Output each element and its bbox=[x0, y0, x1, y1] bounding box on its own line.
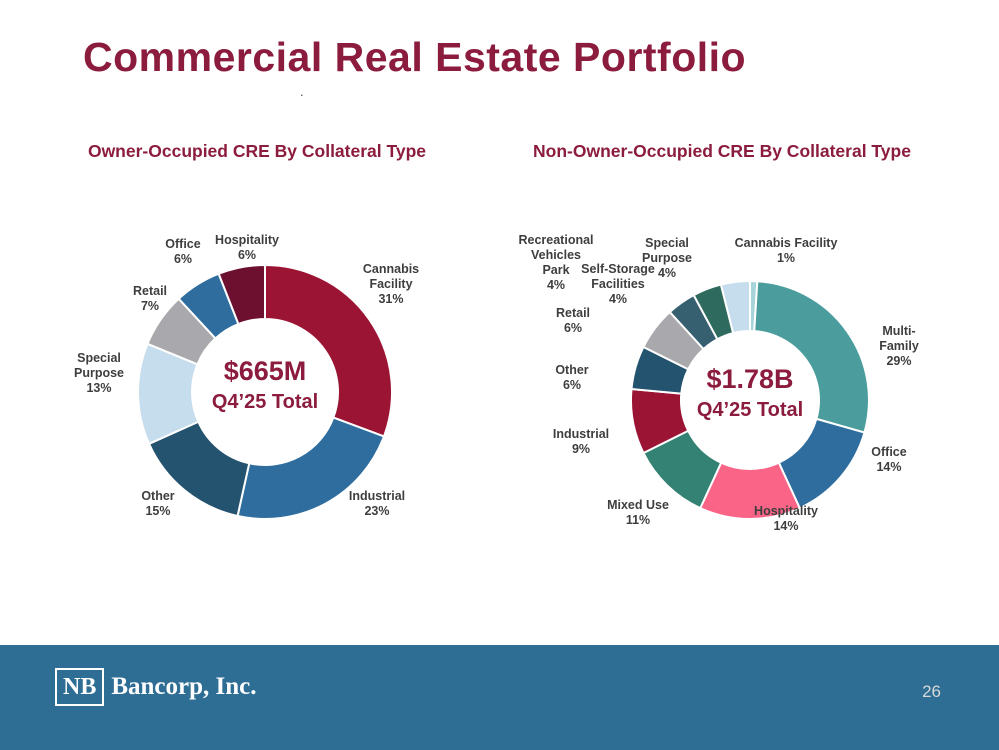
callout-retail: Retail 6% bbox=[555, 306, 591, 335]
owner-occupied-center-text: $665M Q4’25 Total bbox=[170, 356, 360, 414]
callout-industrial: Industrial 9% bbox=[552, 427, 610, 456]
callout-special-purpose: Special Purpose 13% bbox=[73, 351, 125, 395]
owner-occupied-donut-chart bbox=[137, 264, 393, 520]
donut-segment-cannabis-facility bbox=[264, 264, 393, 438]
callout-hospitality: Hospitality 6% bbox=[215, 233, 279, 262]
owner-occupied-total-value: $665M bbox=[223, 356, 307, 386]
callout-self-storage-facilities: Self-Storage Facilities 4% bbox=[581, 262, 655, 306]
owner-occupied-total-label: Q4’25 Total bbox=[211, 391, 319, 413]
callout-industrial: Industrial 23% bbox=[348, 489, 406, 518]
donut-segment-industrial bbox=[236, 416, 385, 520]
donut-segment-multi-family bbox=[753, 280, 870, 434]
stray-period-text: . bbox=[300, 84, 304, 99]
callout-office: Office 6% bbox=[165, 237, 201, 266]
non-owner-occupied-total-label: Q4’25 Total bbox=[696, 399, 804, 421]
non-owner-occupied-total-value: $1.78B bbox=[706, 364, 794, 394]
callout-mixed-use: Mixed Use 11% bbox=[607, 498, 669, 527]
callout-cannabis-facility: Cannabis Facility 31% bbox=[362, 262, 420, 306]
callout-recreational-vehicles-park: Recreational Vehicles Park 4% bbox=[518, 233, 594, 292]
donut-segment-special-purpose bbox=[719, 279, 751, 335]
page-title: Commercial Real Estate Portfolio bbox=[83, 34, 747, 80]
callout-multi-family: Multi- Family 29% bbox=[879, 324, 919, 368]
non-owner-occupied-center-text: $1.78B Q4’25 Total bbox=[655, 364, 845, 422]
logo-text: Bancorp, Inc. bbox=[111, 673, 257, 700]
non-owner-occupied-donut-chart bbox=[630, 279, 870, 521]
callout-special-purpose: Special Purpose 4% bbox=[641, 236, 693, 280]
footer-bar bbox=[0, 645, 999, 750]
logo-monogram: NB bbox=[55, 668, 105, 706]
donut-segment-hospitality bbox=[217, 264, 266, 326]
non-owner-occupied-chart-title: Non-Owner-Occupied CRE By Collateral Typ… bbox=[533, 141, 911, 161]
callout-retail: Retail 7% bbox=[132, 284, 168, 313]
page-number: 26 bbox=[922, 682, 941, 701]
callout-other: Other 6% bbox=[555, 363, 589, 392]
callout-other: Other 15% bbox=[141, 489, 175, 518]
callout-office: Office 14% bbox=[871, 445, 907, 474]
owner-occupied-chart-title: Owner-Occupied CRE By Collateral Type bbox=[87, 141, 427, 161]
callout-hospitality: Hospitality 14% bbox=[754, 504, 818, 533]
callout-cannabis-facility: Cannabis Facility 1% bbox=[734, 236, 838, 265]
company-logo: NB Bancorp, Inc. bbox=[55, 668, 257, 706]
